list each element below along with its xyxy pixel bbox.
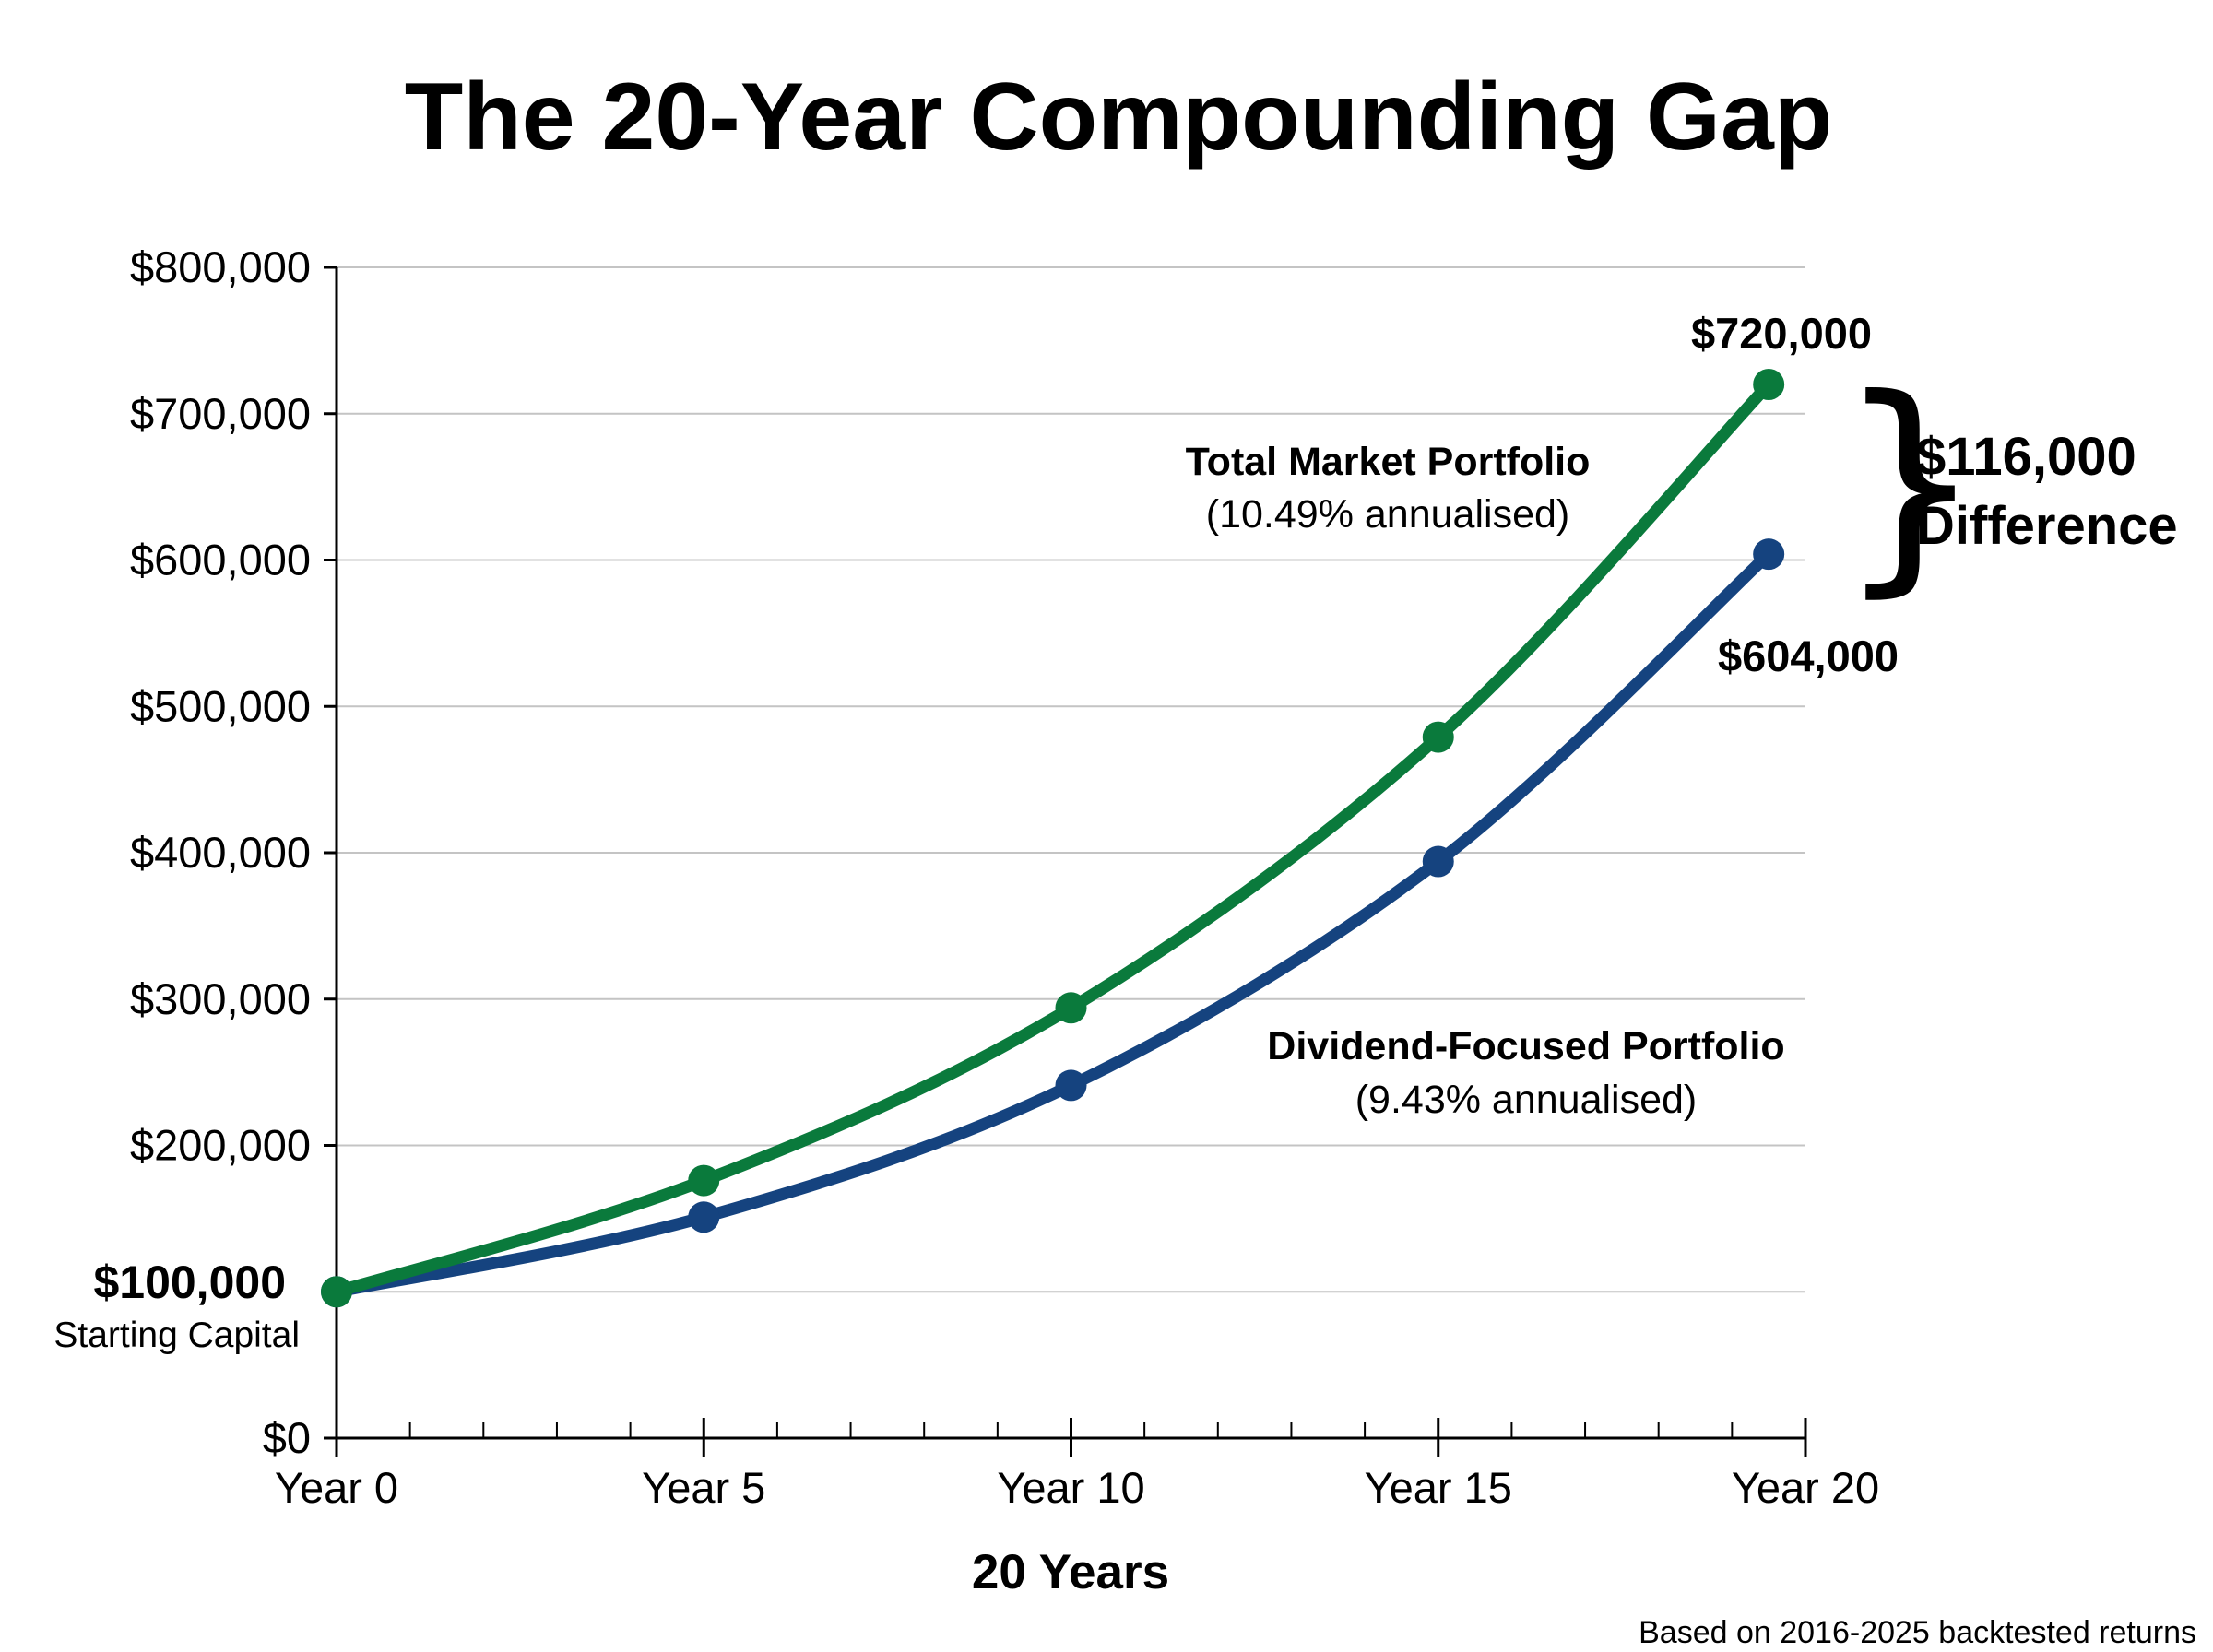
gridlines (337, 266, 1805, 1293)
total-market-series-rate: (10.49% annualised) (1206, 492, 1569, 537)
total-market-end-label: $720,000 (1691, 309, 1872, 358)
series-point-0 (1422, 721, 1454, 753)
source-note: Based on 2016-2025 backtested returns (1639, 1615, 2196, 1650)
difference-caption: Difference (1916, 496, 2178, 556)
series-point-1 (688, 1201, 720, 1233)
dividend-series-rate: (9.43% annualised) (1355, 1078, 1698, 1122)
series-point-1 (1753, 538, 1785, 571)
y-tick-label: $300,000 (130, 974, 311, 1023)
series-points (321, 369, 1785, 1308)
series-point-1 (1422, 845, 1454, 878)
series-point-1 (1055, 1069, 1087, 1102)
y-tick-label: $800,000 (130, 242, 311, 291)
x-tick-label: Year 20 (1732, 1463, 1879, 1512)
x-tick-label: Year 10 (997, 1463, 1144, 1512)
dividend-series-name: Dividend-Focused Portfolio (1267, 1024, 1784, 1068)
y-tick-label: $200,000 (130, 1121, 311, 1170)
y-tick-label: $600,000 (130, 536, 311, 584)
x-tick-label: Year 0 (275, 1463, 398, 1512)
x-tick-label: Year 15 (1365, 1463, 1512, 1512)
series-point-0 (321, 1276, 352, 1308)
y-tick-label: $400,000 (130, 828, 311, 877)
series-point-0 (688, 1164, 720, 1197)
x-axis-ticks: Year 0 Year 5 Year 10 Year 15 Year 20 (275, 1418, 1879, 1512)
dividend-end-label: $604,000 (1718, 631, 1899, 680)
start-caption-label: Starting Capital (53, 1316, 300, 1355)
total-market-series-name: Total Market Portfolio (1186, 440, 1591, 484)
difference-brace: } (1837, 348, 1983, 617)
y-tick-label: $700,000 (130, 389, 311, 438)
x-axis-label: 20 Years (972, 1545, 1169, 1599)
series-point-0 (1753, 369, 1785, 400)
series-point-0 (1055, 992, 1087, 1024)
y-tick-label: $0 (263, 1413, 311, 1462)
y-tick-label: $500,000 (130, 681, 311, 730)
series-line-1 (330, 548, 1775, 1298)
x-tick-label: Year 5 (642, 1463, 765, 1512)
x-axis-minor-ticks (408, 1422, 1734, 1438)
start-value-label: $100,000 (93, 1257, 286, 1308)
y-axis-ticks: $0 $200,000 $300,000 $400,000 $500,000 $600,0… (130, 242, 337, 1462)
difference-value: $116,000 (1916, 427, 2136, 487)
chart-title: The 20-Year Compounding Gap (405, 64, 1833, 171)
